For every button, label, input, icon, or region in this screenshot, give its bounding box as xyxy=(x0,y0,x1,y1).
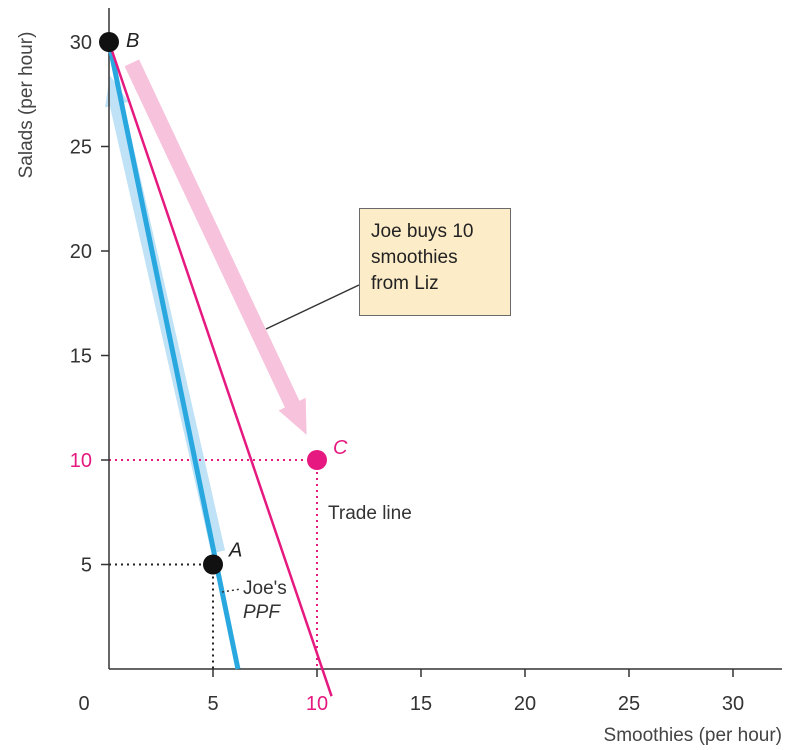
y-tick-label: 25 xyxy=(70,137,92,159)
y-tick-label: 15 xyxy=(70,346,92,368)
point-a-label: A xyxy=(228,540,242,562)
ppf-label-line-2: PPF xyxy=(243,602,281,623)
y-axis-title: Salads (per hour) xyxy=(16,32,37,179)
trade-line-label: Trade line xyxy=(328,503,412,524)
ppf-label-leader xyxy=(222,589,241,592)
callout-line-3: from Liz xyxy=(371,271,502,297)
x-tick-label: 20 xyxy=(514,693,536,715)
x-tick-label: 0 xyxy=(78,693,89,715)
point-c-marker xyxy=(307,450,327,470)
x-tick-label: 15 xyxy=(410,693,432,715)
callout-leader-line xyxy=(266,285,359,329)
point-b-label: B xyxy=(126,30,139,52)
y-tick-label: 20 xyxy=(70,241,92,263)
axes xyxy=(101,8,782,677)
x-tick-label: 25 xyxy=(618,693,640,715)
movement-arrows xyxy=(105,60,307,554)
x-tick-label: 10 xyxy=(306,693,328,715)
x-axis-title: Smoothies (per hour) xyxy=(604,725,782,746)
x-tick-label: 30 xyxy=(722,693,744,715)
callout-box: Joe buys 10 smoothies from Liz xyxy=(359,208,511,316)
point-b-marker xyxy=(99,32,119,52)
callout-line-1: Joe buys 10 xyxy=(371,219,502,245)
trade-line xyxy=(109,42,332,696)
ppf-label-line-1: Joe's xyxy=(243,578,287,599)
callout-line-2: smoothies xyxy=(371,245,502,271)
y-tick-label: 5 xyxy=(81,555,92,577)
series-lines xyxy=(109,42,359,696)
point-c-label: C xyxy=(333,437,348,459)
y-tick-label: 10 xyxy=(70,450,92,472)
point-a-marker xyxy=(203,555,223,575)
y-tick-label: 30 xyxy=(70,32,92,54)
x-tick-label: 5 xyxy=(207,693,218,715)
